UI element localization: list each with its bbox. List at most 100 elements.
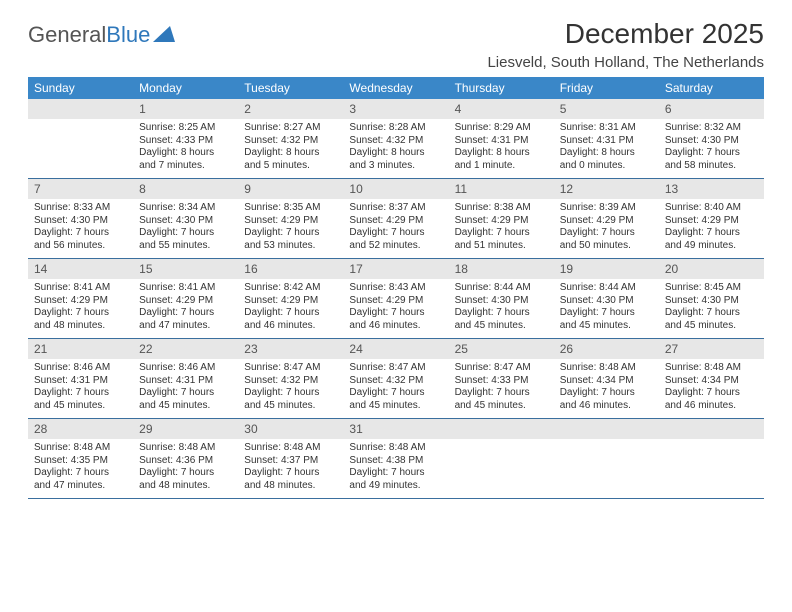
day-body: Sunrise: 8:34 AMSunset: 4:30 PMDaylight:… <box>133 199 238 258</box>
logo-text-2: Blue <box>106 22 150 48</box>
day-number: 29 <box>133 419 238 439</box>
day-number: 20 <box>659 259 764 279</box>
page-subtitle: Liesveld, South Holland, The Netherlands <box>487 54 764 71</box>
day-number: 4 <box>449 99 554 119</box>
sunrise-text: Sunrise: 8:29 AM <box>455 122 548 135</box>
daylight-text: Daylight: 7 hours and 52 minutes. <box>349 227 442 252</box>
calendar-day: 29Sunrise: 8:48 AMSunset: 4:36 PMDayligh… <box>133 419 238 498</box>
calendar-day: 30Sunrise: 8:48 AMSunset: 4:37 PMDayligh… <box>238 419 343 498</box>
day-body: Sunrise: 8:48 AMSunset: 4:37 PMDaylight:… <box>238 439 343 498</box>
sunset-text: Sunset: 4:29 PM <box>244 215 337 228</box>
dow-friday: Friday <box>554 77 659 99</box>
logo-triangle-icon <box>153 22 175 48</box>
calendar-day: 18Sunrise: 8:44 AMSunset: 4:30 PMDayligh… <box>449 259 554 338</box>
sunrise-text: Sunrise: 8:35 AM <box>244 202 337 215</box>
daylight-text: Daylight: 7 hours and 48 minutes. <box>34 307 127 332</box>
logo-text-1: General <box>28 22 106 48</box>
sunset-text: Sunset: 4:34 PM <box>560 375 653 388</box>
sunset-text: Sunset: 4:29 PM <box>139 295 232 308</box>
sunset-text: Sunset: 4:34 PM <box>665 375 758 388</box>
calendar-day: 14Sunrise: 8:41 AMSunset: 4:29 PMDayligh… <box>28 259 133 338</box>
daylight-text: Daylight: 7 hours and 48 minutes. <box>244 467 337 492</box>
calendar-day: 11Sunrise: 8:38 AMSunset: 4:29 PMDayligh… <box>449 179 554 258</box>
daylight-text: Daylight: 7 hours and 55 minutes. <box>139 227 232 252</box>
day-body: Sunrise: 8:25 AMSunset: 4:33 PMDaylight:… <box>133 119 238 178</box>
sunrise-text: Sunrise: 8:46 AM <box>139 362 232 375</box>
sunrise-text: Sunrise: 8:47 AM <box>244 362 337 375</box>
daylight-text: Daylight: 7 hours and 46 minutes. <box>244 307 337 332</box>
sunset-text: Sunset: 4:33 PM <box>455 375 548 388</box>
sunrise-text: Sunrise: 8:31 AM <box>560 122 653 135</box>
day-body: Sunrise: 8:40 AMSunset: 4:29 PMDaylight:… <box>659 199 764 258</box>
daylight-text: Daylight: 7 hours and 46 minutes. <box>665 387 758 412</box>
sunrise-text: Sunrise: 8:48 AM <box>560 362 653 375</box>
calendar-day: 22Sunrise: 8:46 AMSunset: 4:31 PMDayligh… <box>133 339 238 418</box>
daylight-text: Daylight: 7 hours and 45 minutes. <box>560 307 653 332</box>
dow-tuesday: Tuesday <box>238 77 343 99</box>
calendar-day: 5Sunrise: 8:31 AMSunset: 4:31 PMDaylight… <box>554 99 659 178</box>
daylight-text: Daylight: 7 hours and 49 minutes. <box>349 467 442 492</box>
day-body: Sunrise: 8:44 AMSunset: 4:30 PMDaylight:… <box>554 279 659 338</box>
sunset-text: Sunset: 4:30 PM <box>665 295 758 308</box>
day-number: 24 <box>343 339 448 359</box>
sunset-text: Sunset: 4:30 PM <box>139 215 232 228</box>
day-number: 18 <box>449 259 554 279</box>
sunrise-text: Sunrise: 8:40 AM <box>665 202 758 215</box>
calendar-week: 14Sunrise: 8:41 AMSunset: 4:29 PMDayligh… <box>28 259 764 339</box>
calendar-day: 28Sunrise: 8:48 AMSunset: 4:35 PMDayligh… <box>28 419 133 498</box>
daylight-text: Daylight: 8 hours and 3 minutes. <box>349 147 442 172</box>
calendar-week: 21Sunrise: 8:46 AMSunset: 4:31 PMDayligh… <box>28 339 764 419</box>
calendar-day <box>449 419 554 498</box>
sunrise-text: Sunrise: 8:44 AM <box>560 282 653 295</box>
day-body: Sunrise: 8:27 AMSunset: 4:32 PMDaylight:… <box>238 119 343 178</box>
daylight-text: Daylight: 8 hours and 0 minutes. <box>560 147 653 172</box>
sunset-text: Sunset: 4:31 PM <box>455 135 548 148</box>
day-number: 15 <box>133 259 238 279</box>
calendar-day: 16Sunrise: 8:42 AMSunset: 4:29 PMDayligh… <box>238 259 343 338</box>
day-number: 12 <box>554 179 659 199</box>
day-number: 19 <box>554 259 659 279</box>
day-number: 13 <box>659 179 764 199</box>
day-body: Sunrise: 8:47 AMSunset: 4:32 PMDaylight:… <box>238 359 343 418</box>
day-body: Sunrise: 8:48 AMSunset: 4:36 PMDaylight:… <box>133 439 238 498</box>
calendar-day: 9Sunrise: 8:35 AMSunset: 4:29 PMDaylight… <box>238 179 343 258</box>
sunrise-text: Sunrise: 8:37 AM <box>349 202 442 215</box>
daylight-text: Daylight: 7 hours and 45 minutes. <box>665 307 758 332</box>
calendar-day: 21Sunrise: 8:46 AMSunset: 4:31 PMDayligh… <box>28 339 133 418</box>
sunrise-text: Sunrise: 8:46 AM <box>34 362 127 375</box>
daylight-text: Daylight: 7 hours and 47 minutes. <box>34 467 127 492</box>
calendar-day <box>554 419 659 498</box>
sunset-text: Sunset: 4:30 PM <box>455 295 548 308</box>
calendar-day: 4Sunrise: 8:29 AMSunset: 4:31 PMDaylight… <box>449 99 554 178</box>
logo: GeneralBlue <box>28 18 175 48</box>
sunset-text: Sunset: 4:33 PM <box>139 135 232 148</box>
day-number: 6 <box>659 99 764 119</box>
day-body: Sunrise: 8:41 AMSunset: 4:29 PMDaylight:… <box>133 279 238 338</box>
day-number <box>659 419 764 439</box>
daylight-text: Daylight: 7 hours and 58 minutes. <box>665 147 758 172</box>
daylight-text: Daylight: 7 hours and 46 minutes. <box>560 387 653 412</box>
day-number <box>554 419 659 439</box>
daylight-text: Daylight: 8 hours and 5 minutes. <box>244 147 337 172</box>
calendar-day <box>28 99 133 178</box>
calendar-day: 1Sunrise: 8:25 AMSunset: 4:33 PMDaylight… <box>133 99 238 178</box>
day-body: Sunrise: 8:48 AMSunset: 4:35 PMDaylight:… <box>28 439 133 498</box>
sunrise-text: Sunrise: 8:32 AM <box>665 122 758 135</box>
calendar-day: 24Sunrise: 8:47 AMSunset: 4:32 PMDayligh… <box>343 339 448 418</box>
calendar-day: 7Sunrise: 8:33 AMSunset: 4:30 PMDaylight… <box>28 179 133 258</box>
day-body: Sunrise: 8:48 AMSunset: 4:38 PMDaylight:… <box>343 439 448 498</box>
sunset-text: Sunset: 4:32 PM <box>244 375 337 388</box>
day-number: 8 <box>133 179 238 199</box>
day-body: Sunrise: 8:46 AMSunset: 4:31 PMDaylight:… <box>28 359 133 418</box>
daylight-text: Daylight: 7 hours and 53 minutes. <box>244 227 337 252</box>
day-number: 30 <box>238 419 343 439</box>
day-number: 7 <box>28 179 133 199</box>
calendar-week: 28Sunrise: 8:48 AMSunset: 4:35 PMDayligh… <box>28 419 764 499</box>
day-body: Sunrise: 8:39 AMSunset: 4:29 PMDaylight:… <box>554 199 659 258</box>
day-body: Sunrise: 8:28 AMSunset: 4:32 PMDaylight:… <box>343 119 448 178</box>
day-number: 10 <box>343 179 448 199</box>
day-body: Sunrise: 8:44 AMSunset: 4:30 PMDaylight:… <box>449 279 554 338</box>
calendar: Sunday Monday Tuesday Wednesday Thursday… <box>28 77 764 499</box>
day-body: Sunrise: 8:45 AMSunset: 4:30 PMDaylight:… <box>659 279 764 338</box>
day-body: Sunrise: 8:46 AMSunset: 4:31 PMDaylight:… <box>133 359 238 418</box>
